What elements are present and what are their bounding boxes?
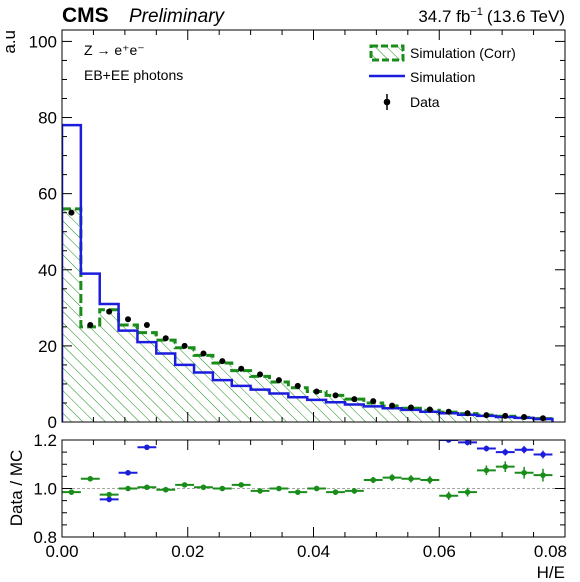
ratio-point bbox=[445, 440, 452, 443]
ratio-x-tick-label: 0.04 bbox=[297, 542, 330, 561]
ratio-point bbox=[540, 451, 546, 458]
ratio-y-axis-label: Data / MC bbox=[7, 450, 26, 527]
data-point bbox=[257, 371, 264, 378]
ratio-point bbox=[427, 477, 433, 483]
ratio-point bbox=[238, 482, 244, 488]
ratio-point bbox=[483, 445, 490, 452]
legend-sim-label: Simulation bbox=[410, 69, 475, 85]
data-point bbox=[426, 406, 433, 413]
data-point bbox=[106, 308, 113, 315]
data-point bbox=[125, 316, 132, 323]
process-annotation: Z → e⁺e⁻ bbox=[84, 42, 145, 58]
data-point bbox=[332, 392, 339, 399]
data-point bbox=[219, 358, 226, 365]
ratio-point bbox=[106, 496, 112, 503]
data-point bbox=[87, 321, 94, 328]
ratio-point bbox=[370, 477, 377, 483]
data-point bbox=[521, 414, 528, 421]
ratio-point bbox=[521, 469, 527, 476]
ratio-y-tick-label: 1.2 bbox=[33, 431, 57, 450]
preliminary-label: Preliminary bbox=[129, 6, 226, 27]
lumi-exponent: −1 bbox=[470, 6, 483, 18]
data-point bbox=[294, 382, 301, 389]
ratio-point bbox=[521, 446, 527, 453]
ratio-point bbox=[181, 482, 188, 488]
selection-annotation: EB+EE photons bbox=[84, 67, 183, 83]
ratio-point bbox=[125, 485, 131, 492]
ratio-point bbox=[313, 485, 320, 492]
y-tick-label: 80 bbox=[38, 109, 57, 128]
ratio-point bbox=[483, 467, 490, 474]
ratio-point bbox=[502, 463, 509, 470]
ratio-point bbox=[125, 469, 131, 476]
ratio-point bbox=[351, 488, 358, 494]
ratio-point bbox=[408, 428, 414, 434]
energy-label: (13.6 TeV) bbox=[487, 7, 565, 26]
lumi-value: 34.7 fb bbox=[418, 7, 470, 26]
data-point bbox=[162, 335, 169, 342]
data-point bbox=[313, 388, 320, 395]
legend-corr-swatch bbox=[369, 44, 405, 62]
data-point bbox=[238, 365, 245, 372]
lumi-label: 34.7 fb−1 (13.6 TeV) bbox=[418, 6, 565, 26]
y-tick-label: 0 bbox=[48, 413, 57, 432]
data-point bbox=[502, 412, 509, 419]
data-point bbox=[445, 408, 452, 415]
ratio-point bbox=[68, 489, 75, 495]
ratio-point bbox=[408, 476, 414, 482]
y-tick-label: 60 bbox=[38, 185, 57, 204]
data-point bbox=[143, 321, 150, 328]
ratio-point bbox=[445, 492, 452, 499]
ratio-x-tick-label: 0.08 bbox=[534, 542, 567, 561]
data-point bbox=[275, 377, 282, 384]
sim-step-line bbox=[62, 123, 554, 422]
legend: Simulation (Corr) Simulation Data bbox=[369, 44, 516, 110]
ratio-x-tick-label: 0.00 bbox=[45, 542, 78, 561]
ratio-y-tick-label: 0.8 bbox=[33, 528, 57, 547]
corr-hatched-fill bbox=[62, 208, 553, 422]
ratio-point bbox=[464, 489, 471, 495]
y-tick-label: 100 bbox=[29, 32, 57, 51]
data-point bbox=[539, 415, 546, 422]
ratio-point bbox=[257, 488, 263, 494]
y-tick-label: 20 bbox=[38, 337, 57, 356]
y-tick-label: 40 bbox=[38, 261, 57, 280]
legend-data-label: Data bbox=[410, 94, 440, 110]
data-point bbox=[389, 402, 396, 409]
ratio-point bbox=[200, 484, 207, 491]
data-point bbox=[464, 410, 471, 417]
ratio-point bbox=[389, 474, 395, 481]
data-point bbox=[68, 209, 75, 216]
main-y-axis-label: a.u bbox=[0, 30, 19, 54]
ratio-point bbox=[87, 476, 94, 482]
data-point bbox=[181, 342, 188, 349]
legend-data-marker bbox=[383, 98, 391, 106]
ratio-point bbox=[276, 485, 282, 492]
ratio-point bbox=[219, 485, 226, 492]
ratio-y-tick-label: 1.0 bbox=[33, 480, 57, 499]
ratio-panel: 0.81.01.20.00 0.02 0.04 0.06 0.08 Data / MC … bbox=[7, 428, 567, 582]
ratio-point bbox=[464, 440, 471, 446]
ratio-point bbox=[162, 486, 169, 493]
data-point bbox=[351, 396, 358, 403]
data-point bbox=[370, 398, 377, 405]
data-point bbox=[483, 412, 490, 419]
ratio-point bbox=[502, 449, 509, 455]
ratio-point bbox=[294, 489, 301, 495]
legend-corr-label: Simulation (Corr) bbox=[410, 45, 516, 61]
ratio-x-axis-label: H/E bbox=[537, 563, 565, 582]
ratio-x-tick-label: 0.02 bbox=[171, 542, 204, 561]
ratio-point bbox=[144, 484, 150, 491]
ratio-point bbox=[540, 472, 546, 478]
cms-label: CMS bbox=[62, 4, 109, 27]
ratio-point bbox=[106, 491, 112, 498]
data-point bbox=[407, 404, 414, 411]
data-point bbox=[200, 350, 207, 357]
ratio-point bbox=[332, 489, 339, 495]
ratio-x-tick-label: 0.06 bbox=[423, 542, 456, 561]
ratio-point bbox=[144, 444, 150, 451]
